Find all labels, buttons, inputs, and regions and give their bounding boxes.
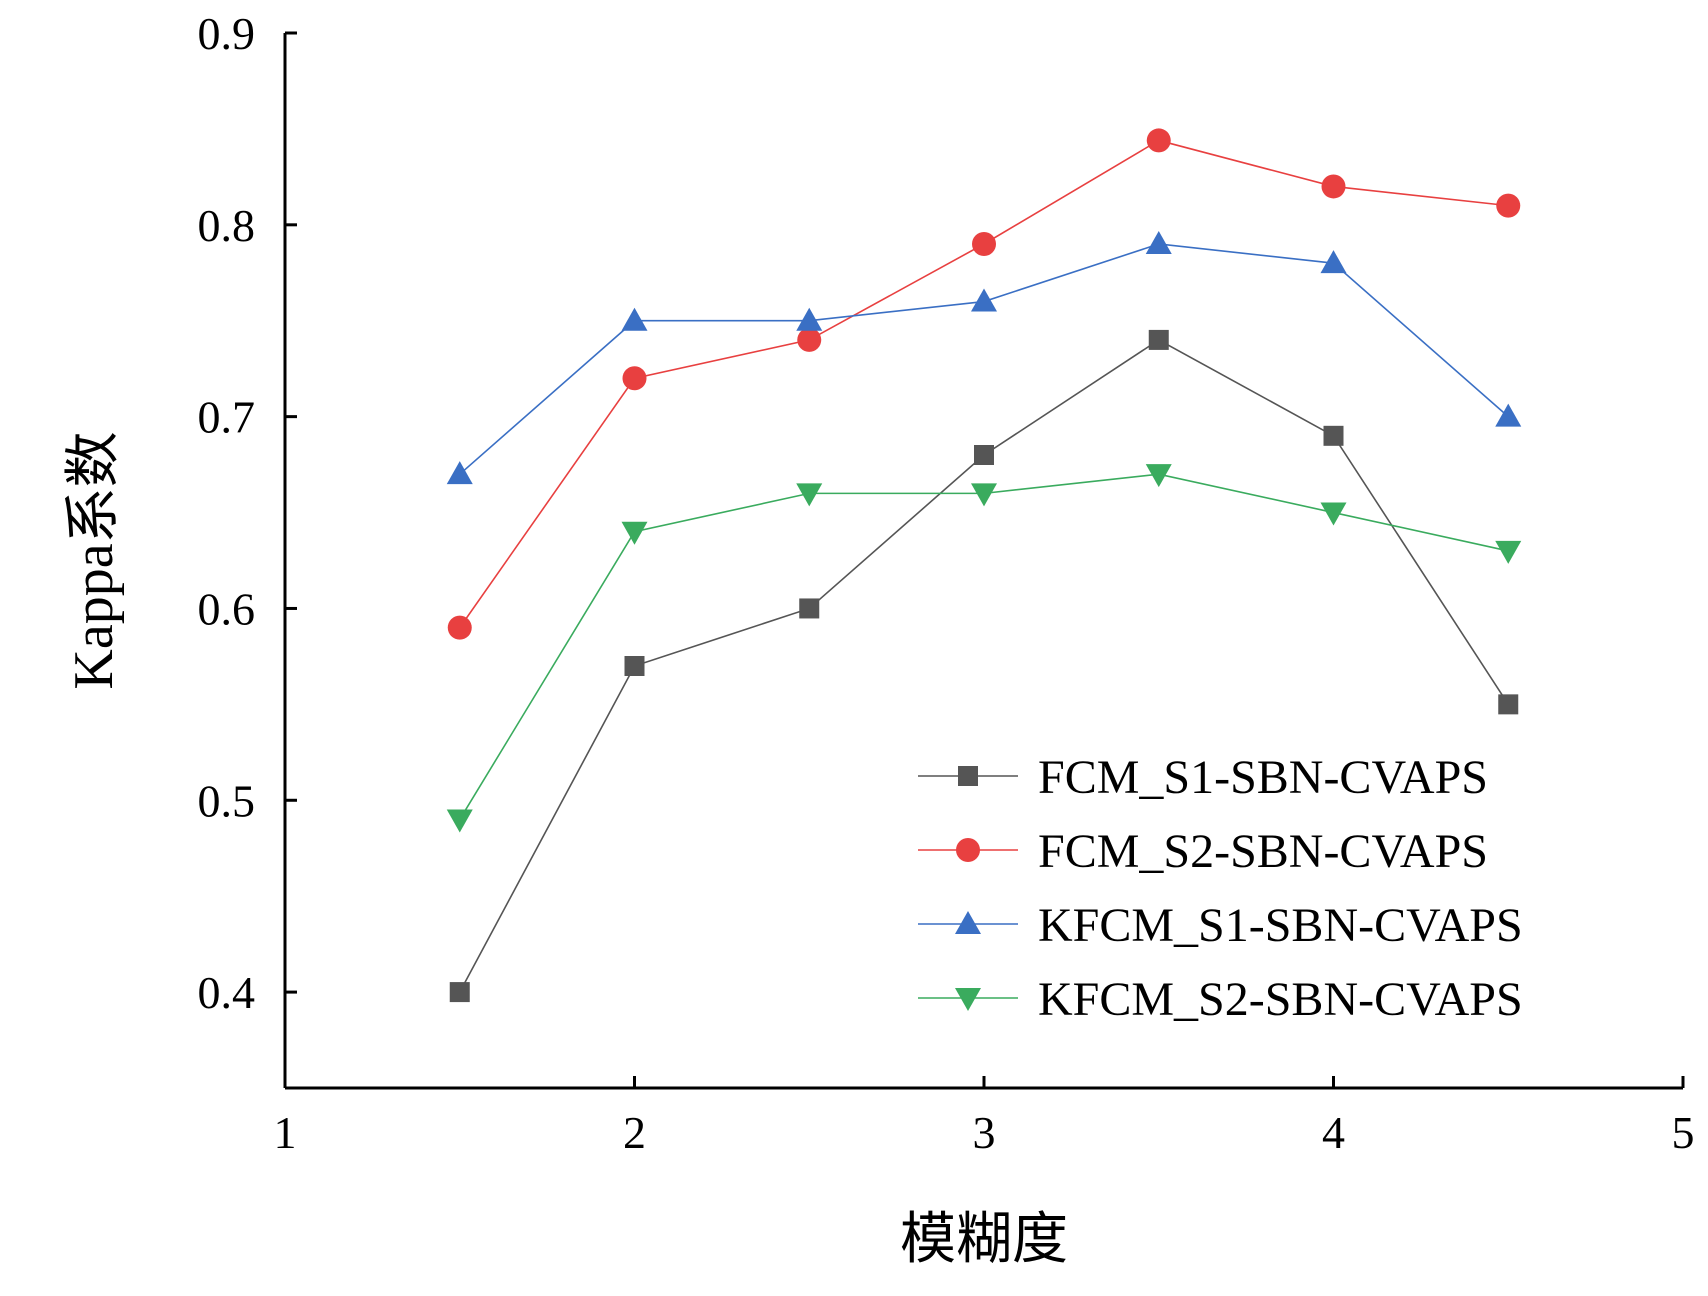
y-tick-label: 0.8 xyxy=(198,200,256,251)
y-tick-label: 0.7 xyxy=(198,392,256,443)
legend-label: FCM_S2-SBN-CVAPS xyxy=(1038,825,1488,878)
series-line xyxy=(459,139,1509,629)
y-axis-title: Kappa系数 xyxy=(63,431,125,689)
data-point xyxy=(621,521,648,545)
data-point xyxy=(1146,128,1171,153)
data-point xyxy=(624,656,645,676)
data-point xyxy=(1321,174,1346,199)
data-point xyxy=(1323,425,1344,446)
data-point xyxy=(1145,231,1172,254)
series-layer xyxy=(446,128,1522,1003)
data-point xyxy=(1495,540,1522,564)
series-1 xyxy=(449,329,1519,1003)
legend-marker xyxy=(956,838,980,862)
data-point xyxy=(449,982,470,1003)
data-point xyxy=(446,809,473,833)
y-tick-label: 0.6 xyxy=(198,583,256,634)
data-point xyxy=(1496,193,1521,218)
series-3 xyxy=(446,231,1522,485)
series-line xyxy=(459,243,1509,475)
data-point xyxy=(1148,329,1169,350)
data-point xyxy=(1495,403,1522,427)
data-point xyxy=(446,461,473,485)
data-point xyxy=(1320,250,1347,274)
series-2 xyxy=(447,128,1521,640)
legend-item: KFCM_S1-SBN-CVAPS xyxy=(918,899,1523,952)
data-point xyxy=(1498,694,1519,715)
x-tick-label: 4 xyxy=(1322,1107,1345,1158)
data-point xyxy=(622,366,647,391)
axes: 1 2 3 4 5 0.4 0.5 0.6 0.7 0.8 0.9 xyxy=(198,8,1695,1158)
legend: FCM_S1-SBN-CVAPS FCM_S2-SBN-CVAPS KFCM_S1-… xyxy=(918,751,1523,1026)
y-tick-label: 0.4 xyxy=(198,967,256,1018)
data-point xyxy=(799,598,820,619)
data-point xyxy=(971,483,997,507)
legend-label: KFCM_S2-SBN-CVAPS xyxy=(1038,973,1523,1026)
x-axis-title: 模糊度 xyxy=(900,1209,1068,1271)
legend-item: FCM_S1-SBN-CVAPS xyxy=(918,751,1488,804)
x-tick-label: 5 xyxy=(1672,1107,1695,1158)
legend-item: FCM_S2-SBN-CVAPS xyxy=(918,825,1488,878)
legend-item: KFCM_S2-SBN-CVAPS xyxy=(918,973,1523,1026)
series-4 xyxy=(446,464,1522,833)
data-point xyxy=(796,483,823,507)
series-line xyxy=(459,338,1509,993)
data-point xyxy=(974,445,994,465)
data-point xyxy=(797,327,822,352)
legend-marker xyxy=(958,766,978,786)
data-point xyxy=(447,615,472,640)
data-point xyxy=(971,288,997,312)
data-point xyxy=(796,307,823,331)
x-tick-label: 2 xyxy=(623,1107,646,1158)
legend-label: FCM_S1-SBN-CVAPS xyxy=(1038,751,1488,804)
x-tick-label: 1 xyxy=(274,1107,297,1158)
legend-label: KFCM_S1-SBN-CVAPS xyxy=(1038,899,1523,952)
y-tick-label: 0.5 xyxy=(198,775,256,826)
x-tick-label: 3 xyxy=(973,1107,996,1158)
legend-marker xyxy=(955,988,981,1011)
y-tick-label: 0.9 xyxy=(198,8,256,59)
legend-marker xyxy=(955,911,981,934)
data-point xyxy=(1320,502,1347,526)
data-point xyxy=(1145,464,1172,488)
data-point xyxy=(621,307,648,331)
data-point xyxy=(972,232,996,256)
